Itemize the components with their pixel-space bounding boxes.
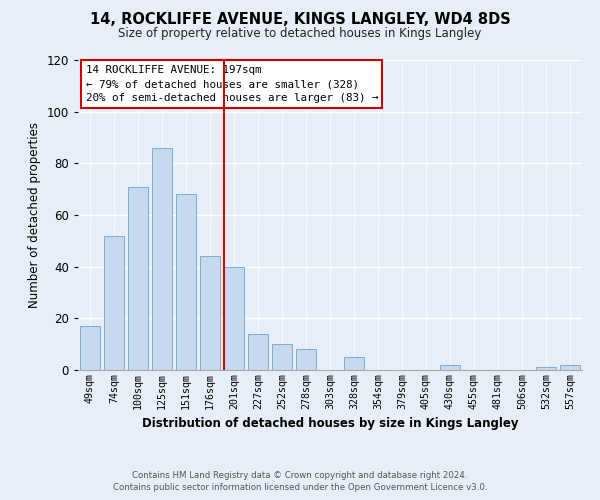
Text: Size of property relative to detached houses in Kings Langley: Size of property relative to detached ho… (118, 28, 482, 40)
Bar (80, 326, 100, 370)
Bar (176, 194, 196, 370)
Bar (128, 186, 148, 370)
Bar (104, 236, 124, 370)
Bar (248, 334, 268, 370)
Bar (536, 368, 556, 370)
Text: 14, ROCKLIFFE AVENUE, KINGS LANGLEY, WD4 8DS: 14, ROCKLIFFE AVENUE, KINGS LANGLEY, WD4… (89, 12, 511, 28)
Bar (152, 148, 172, 370)
Bar (200, 256, 220, 370)
Text: 14 ROCKLIFFE AVENUE: 197sqm
← 79% of detached houses are smaller (328)
20% of se: 14 ROCKLIFFE AVENUE: 197sqm ← 79% of det… (86, 64, 378, 104)
Bar (560, 365, 580, 370)
Y-axis label: Number of detached properties: Number of detached properties (28, 122, 41, 308)
Text: Contains HM Land Registry data © Crown copyright and database right 2024.
Contai: Contains HM Land Registry data © Crown c… (113, 471, 487, 492)
Bar (272, 344, 292, 370)
Bar (344, 357, 364, 370)
Bar (440, 365, 460, 370)
X-axis label: Distribution of detached houses by size in Kings Langley: Distribution of detached houses by size … (142, 417, 518, 430)
Bar (296, 350, 316, 370)
Bar (224, 266, 244, 370)
